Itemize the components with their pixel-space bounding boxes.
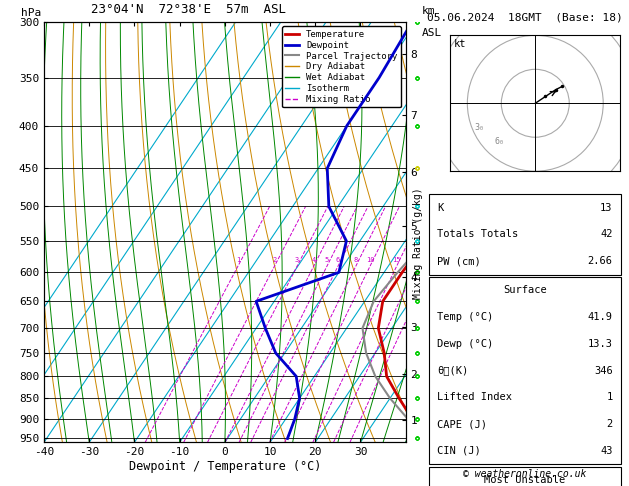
Text: 3: 3 <box>295 257 299 263</box>
Text: 41.9: 41.9 <box>587 312 613 322</box>
Text: 2: 2 <box>272 257 277 263</box>
Text: K: K <box>437 203 443 213</box>
Text: 1: 1 <box>236 257 240 263</box>
Text: © weatheronline.co.uk: © weatheronline.co.uk <box>463 469 587 479</box>
Bar <box>429 277 621 464</box>
Text: hPa: hPa <box>21 8 41 17</box>
Text: PW (cm): PW (cm) <box>437 256 481 266</box>
Text: CAPE (J): CAPE (J) <box>437 419 487 429</box>
Text: 4: 4 <box>311 257 316 263</box>
Text: Mixing Ratio (g/kg): Mixing Ratio (g/kg) <box>413 187 423 299</box>
Text: Dewp (°C): Dewp (°C) <box>437 339 493 349</box>
Text: 13.3: 13.3 <box>587 339 613 349</box>
Text: 1: 1 <box>606 392 613 402</box>
Text: 43: 43 <box>600 446 613 456</box>
Text: 3₀: 3₀ <box>474 123 484 133</box>
X-axis label: Dewpoint / Temperature (°C): Dewpoint / Temperature (°C) <box>129 460 321 473</box>
Text: Surface: Surface <box>503 285 547 295</box>
Text: 15: 15 <box>392 257 401 263</box>
Text: 05.06.2024  18GMT  (Base: 18): 05.06.2024 18GMT (Base: 18) <box>427 12 623 22</box>
Legend: Temperature, Dewpoint, Parcel Trajectory, Dry Adiabat, Wet Adiabat, Isotherm, Mi: Temperature, Dewpoint, Parcel Trajectory… <box>282 26 401 107</box>
Text: 346: 346 <box>594 365 613 376</box>
Text: 8: 8 <box>353 257 358 263</box>
Text: 13: 13 <box>600 203 613 213</box>
Text: 5: 5 <box>325 257 329 263</box>
Text: 6₀: 6₀ <box>494 137 504 146</box>
Text: CIN (J): CIN (J) <box>437 446 481 456</box>
Text: Totals Totals: Totals Totals <box>437 229 518 240</box>
Text: 2.66: 2.66 <box>587 256 613 266</box>
Text: Lifted Index: Lifted Index <box>437 392 512 402</box>
Bar <box>429 467 621 486</box>
Bar <box>429 194 621 275</box>
Text: θᴇ(K): θᴇ(K) <box>437 365 469 376</box>
Text: 10: 10 <box>365 257 374 263</box>
Text: ASL: ASL <box>422 28 442 38</box>
Text: kt: kt <box>454 39 466 50</box>
Text: Most Unstable: Most Unstable <box>484 475 565 485</box>
Text: km: km <box>422 5 435 16</box>
Text: 6: 6 <box>336 257 340 263</box>
Text: 23°04'N  72°38'E  57m  ASL: 23°04'N 72°38'E 57m ASL <box>91 2 286 16</box>
Text: Temp (°C): Temp (°C) <box>437 312 493 322</box>
Text: 2: 2 <box>606 419 613 429</box>
Text: 42: 42 <box>600 229 613 240</box>
